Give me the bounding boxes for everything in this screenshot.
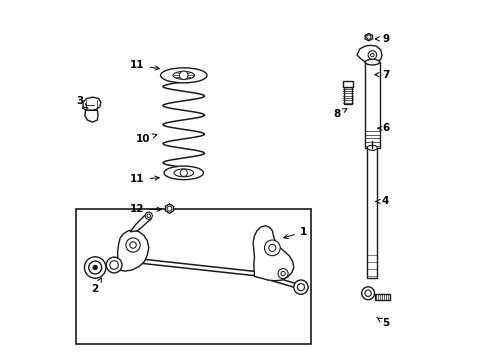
Circle shape bbox=[281, 271, 285, 276]
Circle shape bbox=[264, 240, 280, 256]
Circle shape bbox=[145, 212, 152, 219]
Bar bbox=[76, 208, 310, 344]
Polygon shape bbox=[356, 45, 381, 63]
Circle shape bbox=[88, 261, 102, 274]
Polygon shape bbox=[365, 33, 372, 41]
Bar bbox=[343, 87, 352, 104]
Circle shape bbox=[367, 51, 376, 59]
Circle shape bbox=[361, 287, 374, 300]
Circle shape bbox=[180, 169, 187, 176]
Circle shape bbox=[364, 290, 370, 296]
Circle shape bbox=[84, 257, 106, 278]
Text: 4: 4 bbox=[375, 197, 388, 206]
Ellipse shape bbox=[366, 145, 377, 150]
Bar bbox=[374, 294, 389, 300]
Polygon shape bbox=[165, 204, 173, 213]
Ellipse shape bbox=[174, 169, 193, 177]
Text: 11: 11 bbox=[130, 60, 159, 70]
Text: 6: 6 bbox=[377, 123, 388, 133]
Text: 7: 7 bbox=[374, 69, 388, 80]
Polygon shape bbox=[83, 97, 101, 111]
Ellipse shape bbox=[173, 71, 194, 79]
Ellipse shape bbox=[164, 166, 203, 180]
Circle shape bbox=[93, 265, 97, 270]
Circle shape bbox=[370, 53, 373, 57]
Circle shape bbox=[179, 71, 188, 80]
Text: 8: 8 bbox=[333, 109, 346, 119]
Circle shape bbox=[297, 284, 304, 291]
Ellipse shape bbox=[160, 68, 206, 83]
Bar bbox=[366, 148, 377, 278]
Circle shape bbox=[278, 269, 287, 279]
Circle shape bbox=[147, 214, 150, 217]
Circle shape bbox=[366, 35, 370, 39]
Circle shape bbox=[130, 242, 136, 248]
Text: 3: 3 bbox=[76, 96, 88, 108]
Text: 1: 1 bbox=[284, 227, 306, 239]
Bar bbox=[365, 62, 379, 148]
Polygon shape bbox=[130, 214, 151, 232]
Circle shape bbox=[125, 238, 140, 252]
Polygon shape bbox=[253, 226, 293, 281]
Ellipse shape bbox=[365, 59, 379, 65]
Text: 10: 10 bbox=[135, 134, 157, 144]
Circle shape bbox=[268, 244, 275, 251]
Text: 2: 2 bbox=[91, 278, 102, 294]
Text: 11: 11 bbox=[130, 174, 159, 184]
Circle shape bbox=[110, 261, 118, 269]
Text: 5: 5 bbox=[376, 318, 388, 328]
Circle shape bbox=[166, 206, 172, 211]
Polygon shape bbox=[118, 230, 148, 271]
Text: 9: 9 bbox=[374, 34, 388, 44]
Circle shape bbox=[293, 280, 307, 294]
Circle shape bbox=[106, 257, 122, 273]
Bar bbox=[343, 81, 352, 87]
Polygon shape bbox=[84, 111, 98, 122]
Text: 12: 12 bbox=[130, 204, 161, 214]
